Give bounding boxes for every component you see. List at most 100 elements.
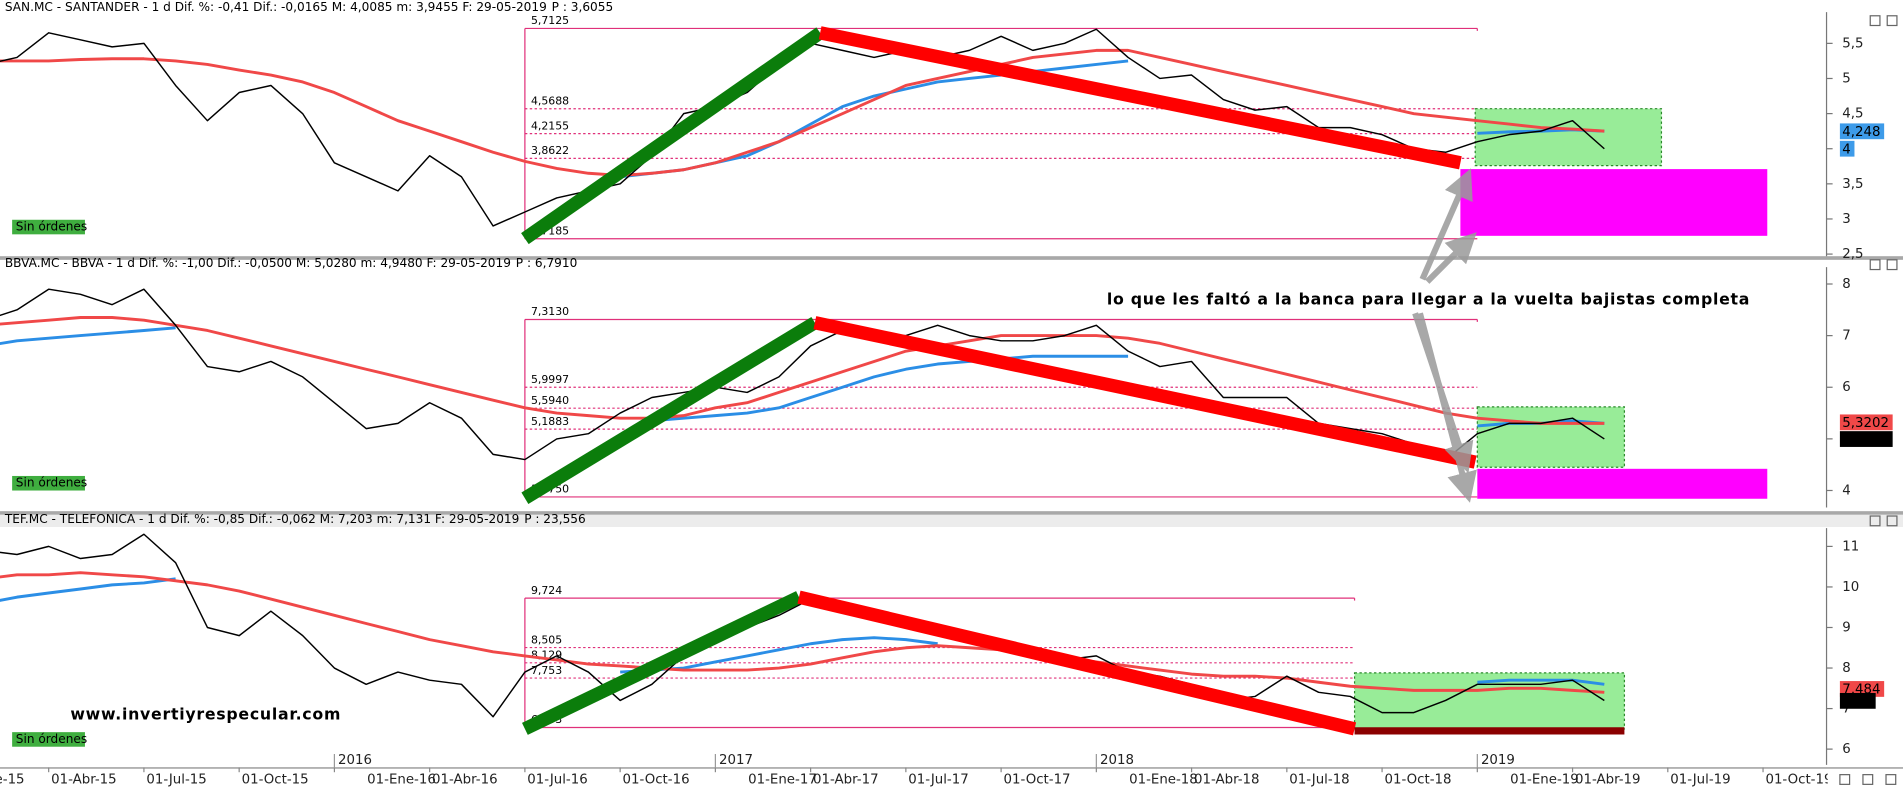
panel-header: BBVA.MC - BBVA - 1 d Dif. %: -1,00 Dif.:… (5, 256, 511, 270)
window-icons (1839, 15, 1898, 785)
annotation: lo que les faltó a la banca para llegar … (1107, 289, 1750, 308)
y-tick-label: 9 (1842, 620, 1850, 635)
year-label: 2017 (719, 753, 753, 768)
y-tick-label: 7 (1842, 702, 1850, 717)
x-tick-label: 01-Oct-17 (1004, 772, 1071, 787)
y-tick-label: 5 (1842, 71, 1850, 86)
x-tick-label: 01-Ene-16 (367, 772, 436, 787)
price-tag (1839, 414, 1893, 431)
x-tick-label: 01-Abr-18 (1194, 772, 1260, 787)
zone-box (1474, 108, 1663, 167)
icon[interactable] (1886, 259, 1898, 271)
icon[interactable] (1869, 15, 1881, 27)
year-label: 2016 (338, 753, 372, 768)
icon[interactable] (1839, 774, 1851, 785)
zone-box (1476, 406, 1626, 468)
y-tick-label: 8 (1842, 277, 1850, 292)
watermark: www.invertiyrespecular.com (70, 705, 341, 724)
fib-label: 3,8622 (531, 144, 569, 157)
header-band (0, 514, 1903, 527)
trend-line (818, 26, 1462, 170)
panel-price: P : 23,556 (524, 512, 586, 526)
icon[interactable] (1869, 259, 1881, 271)
zone-box (1460, 169, 1768, 236)
icon[interactable] (1885, 774, 1897, 785)
price-tag (1839, 681, 1885, 697)
fib-label: 8,505 (531, 633, 562, 646)
fib-label: 5,5940 (531, 394, 569, 407)
trend-line (521, 317, 819, 504)
fib-label: 9,724 (531, 584, 562, 597)
fib-label: 7,753 (531, 664, 562, 677)
y-tick-label: 3,5 (1842, 177, 1863, 192)
fib-label: 4,2155 (531, 119, 569, 132)
moving-average (0, 316, 1605, 425)
y-tick-label: 6 (1842, 380, 1850, 395)
price-tag-label: 5,3202 (1842, 416, 1889, 431)
y-tick-label: 3 (1842, 212, 1850, 227)
price-tag (1839, 123, 1885, 140)
panel-price: P : 3,6055 (552, 0, 614, 14)
fib-label: 5,1883 (531, 415, 569, 428)
status-label: Sin órdenes (16, 732, 87, 746)
icon[interactable] (1886, 15, 1898, 27)
status-box (12, 475, 85, 491)
icon[interactable] (1862, 774, 1874, 785)
corner (1827, 769, 1903, 788)
moving-average (0, 571, 1605, 694)
y-tick-label: 7 (1842, 329, 1850, 344)
x-tick-label: 01-Jul-18 (1289, 772, 1349, 787)
x-tick-label: 01-Oct-16 (623, 772, 690, 787)
x-tick-label: 01-Oct-19 (1765, 772, 1832, 787)
trend-line (522, 591, 802, 735)
arrow (1417, 312, 1477, 503)
trend-line (797, 590, 1357, 736)
x-tick-label: 01-Abr-15 (51, 772, 117, 787)
x-tick-label: 01-Ene-17 (748, 772, 817, 787)
status-box (12, 732, 85, 747)
y-tick-label: 4,5 (1842, 107, 1863, 122)
arrow (1425, 232, 1477, 284)
y-tick-label: 6 (1842, 742, 1850, 757)
x-tick-label: 01-Oct-18 (1385, 772, 1452, 787)
fib-label: 4,5688 (531, 94, 569, 107)
price-tag-label: 4,248 (1842, 125, 1880, 140)
layer (0, 28, 1605, 718)
icon[interactable] (1886, 515, 1898, 527)
status-label: Sin órdenes (16, 476, 87, 490)
y-tick-label: 10 (1842, 580, 1859, 595)
y-tick-label: 11 (1842, 539, 1859, 554)
x-tick-label: 01-Oct-15 (242, 772, 309, 787)
trend-line (521, 27, 824, 245)
status-label: Sin órdenes (16, 220, 87, 234)
icon[interactable] (1869, 515, 1881, 527)
y-tick-label: 4 (1842, 483, 1850, 498)
status-box (12, 219, 85, 235)
year-label: 2018 (1100, 753, 1134, 768)
panel-header: SAN.MC - SANTANDER - 1 d Dif. %: -0,41 D… (5, 0, 547, 14)
x-tick-label: 01-Jul-15 (146, 772, 206, 787)
x-tick-label: 01-Jul-19 (1670, 772, 1730, 787)
x-tick-label: 01-Ene-15 (0, 772, 25, 787)
price-tag-label: 4,9965 (1842, 433, 1889, 448)
panel-divider (0, 511, 1903, 515)
year-label: 2019 (1481, 753, 1515, 768)
price-tag-label: 7,19 (1842, 694, 1872, 709)
panel-header: TEF.MC - TELEFONICA - 1 d Dif. %: -0,85 … (4, 512, 519, 526)
x-tick-label: 01-Jul-17 (908, 772, 968, 787)
fib-label: 5,9997 (531, 373, 569, 386)
price-tag (1839, 431, 1893, 447)
price-tag (1839, 692, 1876, 709)
x-axis-line (0, 767, 1903, 769)
annotation-arrows (1412, 168, 1477, 503)
price-tag (1839, 140, 1855, 157)
x-tick-label: 01-Ene-18 (1129, 772, 1198, 787)
panel-price: P : 6,7910 (516, 256, 578, 270)
x-tick-label: 01-Ene-19 (1510, 772, 1579, 787)
layer: Sin órdenes Sin órdenes Sin órdenes (12, 26, 1625, 747)
layer: 5,71254,56884,21553,86222,71857,31305,99… (524, 14, 1768, 730)
arrow (1419, 168, 1473, 281)
x-tick-label: 01-Abr-17 (813, 772, 879, 787)
